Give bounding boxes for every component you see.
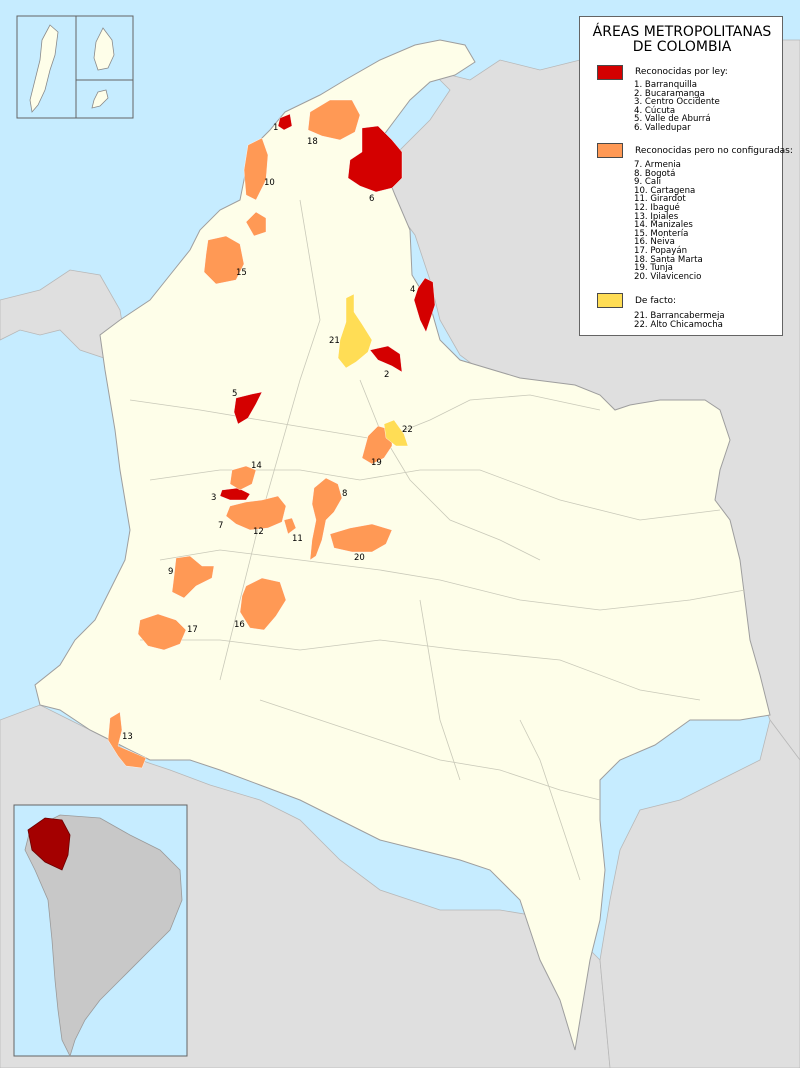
- area-1-barranquilla: [277, 113, 293, 131]
- legend-item: 14. Manizales: [634, 220, 693, 231]
- legend-title: ÁREAS METROPOLITANAS DE COLOMBIA: [580, 25, 784, 55]
- label-19: 19: [371, 458, 382, 468]
- legend-item: 10. Cartagena: [634, 185, 696, 196]
- area-10-cartagena: [243, 137, 269, 201]
- legend-item: 6. Valledupar: [634, 122, 691, 133]
- legend-item: 9. Cali: [634, 177, 661, 188]
- label-8: 8: [342, 489, 347, 499]
- legend-item: 22. Alto Chicamocha: [634, 319, 723, 330]
- metro-areas: [107, 99, 436, 769]
- legend-item: 15. Montería: [634, 228, 689, 239]
- label-5: 5: [232, 389, 237, 399]
- legend-item: 8. Bogotá: [634, 168, 676, 179]
- label-22: 22: [402, 425, 413, 435]
- label-20: 20: [354, 553, 365, 563]
- group-label-by-law: Reconocidas por ley:: [635, 67, 728, 77]
- area-6-valledupar: [347, 125, 403, 193]
- label-10: 10: [264, 178, 275, 188]
- area-21-barrancabermeja: [337, 293, 373, 369]
- label-12: 12: [253, 527, 264, 537]
- legend-item: 21. Barrancabermeja: [634, 311, 725, 321]
- swatch-de-facto: [597, 293, 623, 308]
- group-label-de-facto: De facto:: [635, 296, 677, 306]
- group-items-by-law: 1. Barranquilla 2. Bucaramanga 3. Centro…: [634, 81, 720, 133]
- label-1: 1: [273, 123, 278, 133]
- label-17: 17: [187, 625, 198, 635]
- area-8-bogota: [309, 477, 343, 561]
- area-2-bucaramanga: [369, 345, 403, 373]
- label-3: 3: [211, 493, 216, 503]
- label-14: 14: [251, 461, 262, 471]
- legend-item: 5. Valle de Aburrá: [634, 114, 711, 125]
- label-2: 2: [384, 370, 389, 380]
- legend-title-line2: DE COLOMBIA: [632, 39, 732, 55]
- colombia-mainland: [34, 39, 771, 1051]
- label-11: 11: [292, 534, 303, 544]
- area-9-cali: [171, 555, 215, 599]
- legend-item: 1. Barranquilla: [634, 80, 698, 90]
- legend-item: 3. Centro Occidente: [634, 97, 720, 108]
- legend-item: 7. Armenia: [634, 160, 681, 170]
- area-7-armenia-12-ibague: [225, 495, 287, 531]
- legend-item: 4. Cúcuta: [634, 105, 676, 116]
- area-11-girardot: [283, 517, 297, 535]
- label-18: 18: [307, 137, 318, 147]
- area-19-tunja: [361, 425, 393, 465]
- area-16-neiva: [239, 577, 287, 631]
- area-18-santa-marta: [307, 99, 361, 141]
- label-7: 7: [218, 521, 223, 531]
- label-16: 16: [234, 620, 245, 630]
- area-13-ipiales-north: [245, 211, 267, 237]
- san-andres-inset: [16, 15, 134, 119]
- label-13: 13: [122, 732, 133, 742]
- area-labels: 1 2 3 4 5 6 7 8 9 10 11 12 13 14 15 16 1…: [122, 123, 415, 742]
- legend-item: 19. Tunja: [634, 263, 673, 274]
- group-items-de-facto: 21. Barrancabermeja 22. Alto Chicamocha: [634, 312, 725, 329]
- area-17-popayan: [137, 613, 187, 651]
- legend-item: 18. Santa Marta: [634, 254, 703, 265]
- area-5-valle-de-aburra: [233, 391, 263, 425]
- legend-item: 17. Popayán: [634, 245, 688, 256]
- area-13-ipiales: [107, 711, 147, 769]
- group-items-recognized: 7. Armenia 8. Bogotá 9. Cali 10. Cartage…: [634, 161, 703, 281]
- legend-item: 13. Ipiales: [634, 211, 679, 222]
- label-6: 6: [369, 194, 374, 204]
- legend-title-line1: ÁREAS METROPOLITANAS: [592, 24, 772, 40]
- area-15-monteria: [203, 235, 245, 285]
- area-22-alto-chicamocha: [383, 419, 409, 447]
- brazil: [599, 719, 800, 1068]
- swatch-by-law: [597, 65, 623, 80]
- area-14-manizales: [229, 465, 257, 491]
- label-21: 21: [329, 336, 340, 346]
- legend-item: 12. Ibagué: [634, 202, 680, 213]
- label-9: 9: [168, 567, 173, 577]
- legend-item: 20. Vilavicencio: [634, 271, 702, 282]
- area-20-villavicencio: [329, 523, 393, 553]
- group-label-recognized: Reconocidas pero no configuradas:: [635, 146, 793, 156]
- legend-item: 2. Bucaramanga: [634, 88, 705, 99]
- south-america-inset: [13, 804, 188, 1058]
- legend-item: 16. Neiva: [634, 237, 675, 248]
- legend: ÁREAS METROPOLITANAS DE COLOMBIA Reconoc…: [579, 16, 793, 336]
- area-4-cucuta: [413, 277, 436, 333]
- label-15: 15: [236, 268, 247, 278]
- label-4: 4: [410, 285, 415, 295]
- legend-item: 11. Girardot: [634, 194, 686, 205]
- swatch-recognized: [597, 143, 623, 158]
